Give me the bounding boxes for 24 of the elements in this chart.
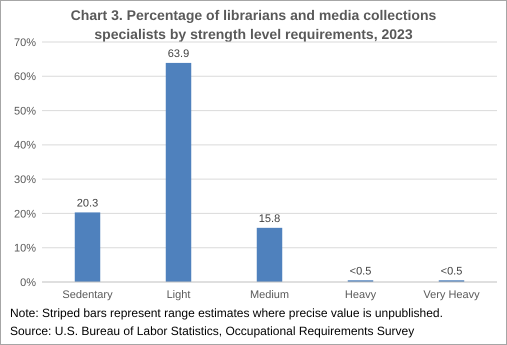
source-note: Source: U.S. Bureau of Labor Statistics, Occupational Requirements Survey (10, 324, 414, 338)
data-label: 63.9 (168, 48, 190, 60)
y-tick-label: 20% (14, 208, 36, 220)
y-tick-label: 70% (14, 36, 36, 49)
x-tick-label: Heavy (344, 289, 377, 301)
bar (166, 62, 192, 282)
y-tick-label: 0% (20, 276, 36, 289)
data-label: <0.5 (440, 265, 462, 278)
text: Note: Striped bars represent range estimates where precise value is unpublished. (10, 306, 443, 320)
bar (74, 212, 100, 282)
y-tick-label: 60% (14, 71, 36, 84)
x-tick-label: Light (166, 289, 190, 301)
x-tick-label: Very Heavy (423, 289, 480, 301)
data-label: 15.8 (258, 212, 280, 225)
data-label: <0.5 (350, 265, 372, 278)
y-tick-label: 50% (14, 105, 36, 118)
y-tick-label: 40% (14, 140, 36, 152)
x-tick-label: Sedentary (62, 289, 114, 301)
bar (256, 228, 282, 282)
x-tick-label: Medium (250, 289, 290, 301)
data-label: 20.3 (76, 197, 98, 210)
chart-title: Chart 3. Percentage of librarians and media collections specialists by strength level requirements, 2023 (70, 7, 437, 42)
y-tick-label: 10% (14, 242, 36, 255)
y-tick-label: 30% (14, 174, 36, 186)
